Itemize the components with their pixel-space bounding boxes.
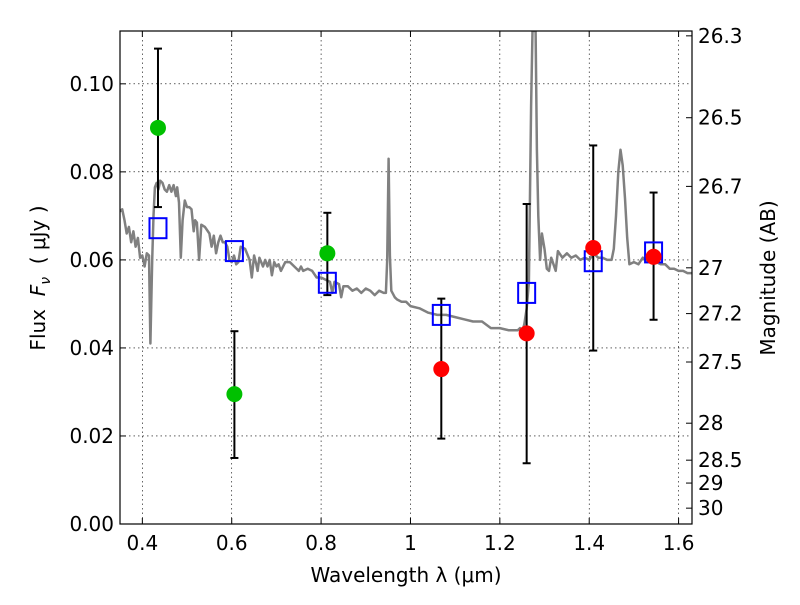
plot-frame xyxy=(119,30,693,525)
model-box-marker xyxy=(317,271,337,294)
measured-point xyxy=(585,240,602,257)
right-tick-label: 27 xyxy=(698,256,723,280)
y-tick-label: 0.08 xyxy=(69,160,114,184)
y-tick-label: 0.00 xyxy=(69,512,114,536)
measured-point xyxy=(433,361,450,378)
x-tick-label: 1 xyxy=(404,531,417,555)
measured-point-series xyxy=(149,119,662,403)
right-tick-label: 27.5 xyxy=(698,350,743,374)
measured-point xyxy=(645,248,662,265)
model-box-marker xyxy=(224,240,244,263)
right-tick-label: 29 xyxy=(698,471,723,495)
y-tick-label: 0.04 xyxy=(69,336,114,360)
grid xyxy=(120,31,692,524)
right-axis-label: Magnitude (AB) xyxy=(756,200,780,355)
x-tick-label: 0.6 xyxy=(216,531,248,555)
y-tick-label: 0.06 xyxy=(69,248,114,272)
x-tick-label: 0.8 xyxy=(305,531,337,555)
y-tick-label: 0.10 xyxy=(69,72,114,96)
y-axis: 0.00 0.02 0.04 0.06 0.08 0.10 xyxy=(69,72,126,536)
model-box-marker xyxy=(148,217,168,240)
x-tick-label: 1.6 xyxy=(663,531,695,555)
y-tick-label: 0.02 xyxy=(69,424,114,448)
x-axis-label: Wavelength λ (μm) xyxy=(310,563,501,587)
measured-point xyxy=(319,245,336,262)
y-axis-label: Flux Fν ( μJy ) xyxy=(26,205,54,350)
right-tick-label: 27.2 xyxy=(698,302,743,326)
plot-area xyxy=(120,31,692,465)
x-tick-label: 1.4 xyxy=(573,531,605,555)
model-box-marker xyxy=(517,281,537,304)
right-tick-label: 28.5 xyxy=(698,448,743,472)
right-tick-label: 28 xyxy=(698,411,723,435)
right-tick-label: 30 xyxy=(698,496,723,520)
x-tick-label: 1.2 xyxy=(484,531,516,555)
measured-point xyxy=(518,325,535,342)
x-axis: 0.4 0.6 0.8 1 1.2 1.4 1.6 xyxy=(126,31,695,555)
measured-point xyxy=(226,386,243,403)
right-tick-label: 26.3 xyxy=(698,24,743,48)
right-tick-label: 26.7 xyxy=(698,174,743,198)
model-box-marker xyxy=(431,303,451,326)
measured-point xyxy=(149,119,166,136)
right-tick-label: 26.5 xyxy=(698,106,743,130)
x-tick-label: 0.4 xyxy=(126,531,158,555)
